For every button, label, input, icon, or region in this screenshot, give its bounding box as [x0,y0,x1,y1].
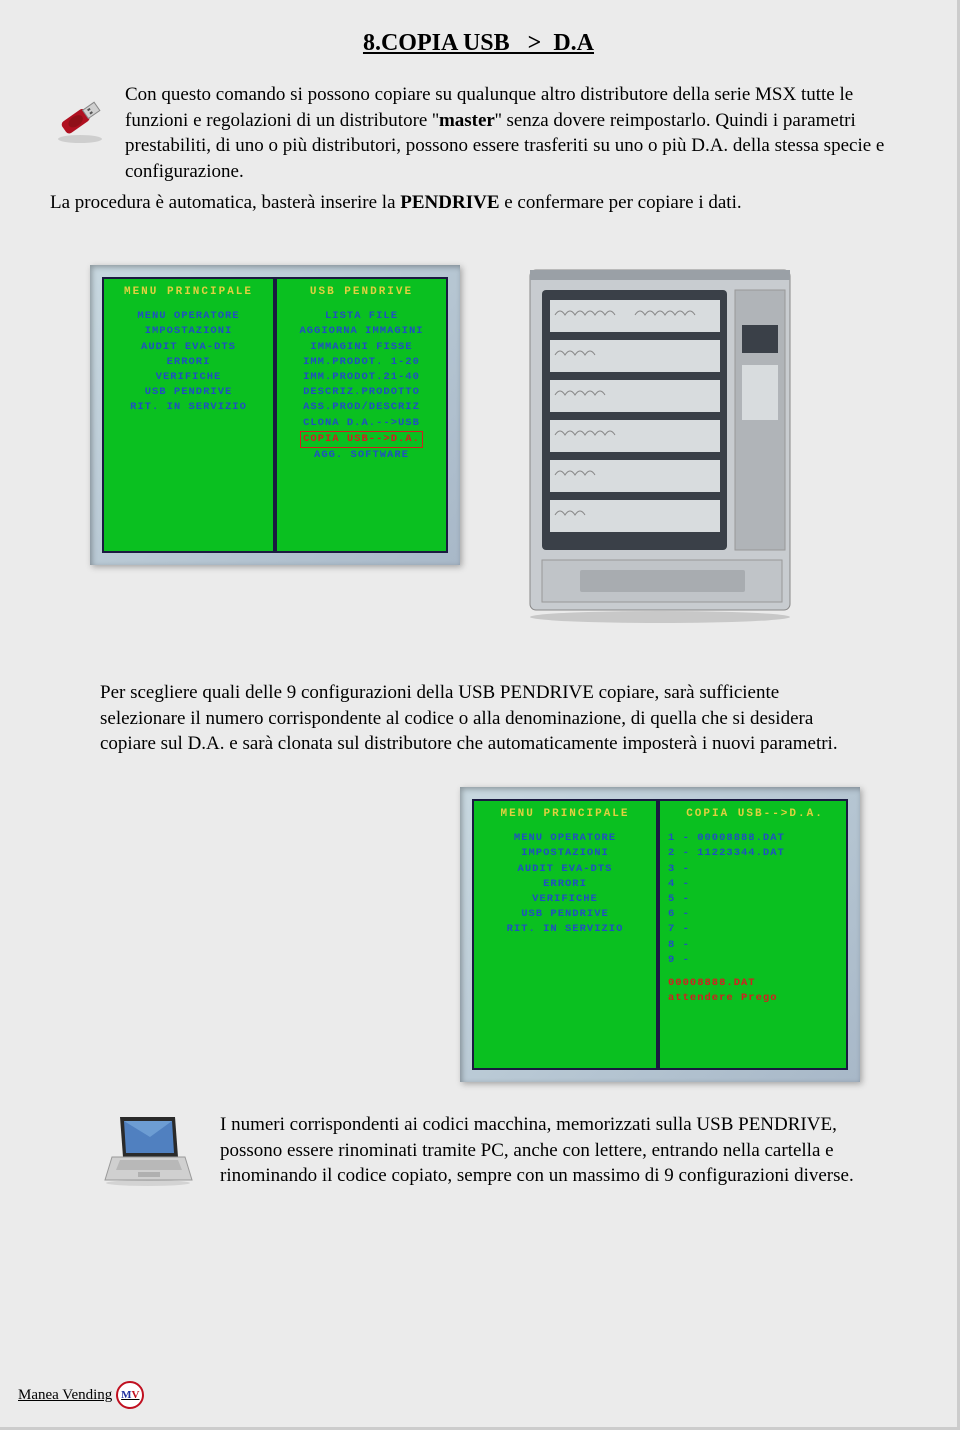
s2l0: MENU OPERATORE [478,831,652,846]
intro-block: Con questo comando si possono copiare su… [50,82,907,185]
vending-machine-image [520,265,800,625]
logo-text: Manea Vending [18,1387,112,1404]
s1l6: RIT. IN SERVIZIO [108,400,269,415]
s1r4: IMM.PRODOT.21-40 [281,370,442,385]
intro-text-3b: e confermare per copiare i dati. [500,192,742,213]
page-title: 8.COPIA USB > D.A [50,30,907,57]
s2r5: 6 - [668,907,842,922]
s2r0: 1 - 00008888.DAT [668,831,842,846]
s2r-hl1: 00008888.DAT [668,976,842,991]
s2l5: USB PENDRIVE [478,907,652,922]
screen2-right-head: COPIA USB-->D.A. [668,807,842,823]
s1l0: MENU OPERATORE [108,309,269,324]
s2r7: 8 - [668,938,842,953]
screen2-left-col: MENU PRINCIPALE MENU OPERATORE IMPOSTAZI… [474,801,656,1068]
s1l2: AUDIT EVA-DTS [108,340,269,355]
s2l4: VERIFICHE [478,892,652,907]
s2l2: AUDIT EVA-DTS [478,862,652,877]
s2l1: IMPOSTAZIONI [478,846,652,861]
laptop-icon [100,1112,195,1187]
s2r1: 2 - 11223344.DAT [668,846,842,861]
s1r1: AGGIORNA IMMAGINI [281,324,442,339]
s2l3: ERRORI [478,877,652,892]
s1l4: VERIFICHE [108,370,269,385]
s2r4: 5 - [668,892,842,907]
s2r8: 9 - [668,953,842,968]
menu-screenshot-2: MENU PRINCIPALE MENU OPERATORE IMPOSTAZI… [460,787,860,1082]
s2r2: 3 - [668,862,842,877]
s2r-hl2: attendere Prego [668,991,842,1006]
s1l3: ERRORI [108,355,269,370]
intro-text-1: Con questo comando si possono copiare su… [125,82,907,185]
screen2-left-head: MENU PRINCIPALE [478,807,652,823]
intro-text-3a: La procedura è automatica, basterà inser… [50,192,400,213]
laptop-row: I numeri corrispondenti ai codici macchi… [100,1112,857,1189]
screen1-right-head: USB PENDRIVE [281,285,442,301]
s1l5: USB PENDRIVE [108,385,269,400]
s1r6: ASS.PROD/DESCRIZ [281,400,442,415]
s1r5: DESCRIZ.PRODOTTO [281,385,442,400]
intro-pendrive-bold: PENDRIVE [400,192,499,213]
screen1-left-col: MENU PRINCIPALE MENU OPERATORE IMPOSTAZI… [104,279,273,551]
s2r6: 7 - [668,922,842,937]
usb-pendrive-icon [50,87,110,147]
screenshot-2-wrap: MENU PRINCIPALE MENU OPERATORE IMPOSTAZI… [460,787,860,1082]
footer-logo: Manea Vending MV [18,1381,144,1409]
s2l6: RIT. IN SERVIZIO [478,922,652,937]
screen2-right-col: COPIA USB-->D.A. 1 - 00008888.DAT 2 - 11… [660,801,846,1068]
intro-master-bold: master [439,110,495,131]
intro-text-1b: '' senza dovere reimpostarlo. [495,110,711,131]
logo-m: M [121,1389,131,1401]
s1l1: IMPOSTAZIONI [108,324,269,339]
s1r2: IMMAGINI FISSE [281,340,442,355]
screen1-right-col: USB PENDRIVE LISTA FILE AGGIORNA IMMAGIN… [277,279,446,551]
logo-v: V [132,1389,140,1401]
mid-paragraph: Per scegliere quali delle 9 configurazio… [100,680,867,757]
s1r7: CLONA D.A.-->USB [281,416,442,431]
s2r3: 4 - [668,877,842,892]
s1r-last: AGG. SOFTWARE [281,448,442,463]
menu-screenshot-1: MENU PRINCIPALE MENU OPERATORE IMPOSTAZI… [90,265,460,565]
s1r-boxed: COPIA USB-->D.A. [300,431,423,448]
screen1-left-head: MENU PRINCIPALE [108,285,269,301]
laptop-paragraph: I numeri corrispondenti ai codici macchi… [220,1112,857,1189]
s1r0: LISTA FILE [281,309,442,324]
images-row-1: MENU PRINCIPALE MENU OPERATORE IMPOSTAZI… [90,265,907,625]
s1r3: IMM.PRODOT. 1-20 [281,355,442,370]
logo-circle-icon: MV [116,1381,144,1409]
intro-text-3: La procedura è automatica, basterà inser… [50,190,907,216]
